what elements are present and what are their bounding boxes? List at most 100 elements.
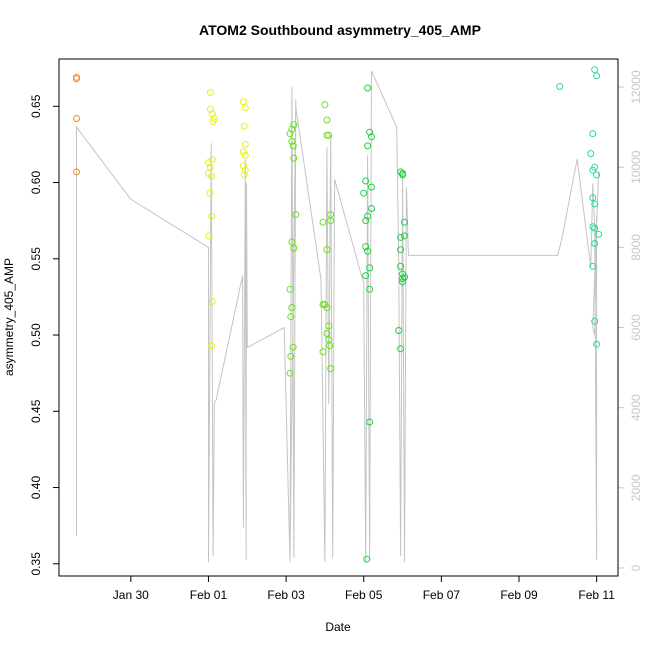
data-point xyxy=(289,343,297,351)
data-point xyxy=(325,322,333,330)
data-point xyxy=(323,116,331,124)
y-right-tick-label: 2000 xyxy=(629,474,643,501)
data-point xyxy=(593,72,601,80)
chart-title: ATOM2 Southbound asymmetry_405_AMP xyxy=(199,22,481,38)
y-left-tick-label: 0.45 xyxy=(29,399,43,423)
y-left-tick-label: 0.50 xyxy=(29,323,43,347)
data-point xyxy=(395,327,403,334)
y-right-tick-label: 0 xyxy=(629,564,643,571)
data-point xyxy=(366,128,374,136)
y-right-tick-label: 8000 xyxy=(629,234,643,261)
x-axis-label: Date xyxy=(325,620,351,634)
data-point xyxy=(319,348,327,356)
data-point xyxy=(587,150,595,158)
data-point xyxy=(399,171,407,179)
data-point xyxy=(593,340,601,348)
axes-layer: Jan 30 Feb 01 Feb 03 Feb 05 Feb 07 Feb 09 Feb … xyxy=(29,70,643,602)
data-point xyxy=(360,189,368,197)
data-point xyxy=(366,418,374,426)
x-tick-label: Feb 11 xyxy=(578,588,615,602)
data-point xyxy=(288,238,296,246)
data-point xyxy=(292,211,300,219)
data-point xyxy=(368,183,375,191)
data-point xyxy=(363,555,371,563)
data-point xyxy=(593,171,601,179)
data-point xyxy=(323,131,331,139)
data-point xyxy=(241,151,249,159)
data-point xyxy=(399,275,407,283)
data-point xyxy=(290,121,298,129)
data-point xyxy=(290,154,298,162)
y-left-tick-label: 0.35 xyxy=(29,552,43,576)
data-point xyxy=(239,162,247,170)
data-point xyxy=(362,217,370,225)
y-left-tick-label: 0.55 xyxy=(29,247,43,271)
data-point xyxy=(206,105,214,113)
data-point xyxy=(397,246,405,254)
data-point xyxy=(73,75,80,83)
series-line xyxy=(76,70,600,563)
data-point xyxy=(287,313,295,321)
data-point xyxy=(73,168,80,176)
y-right-tick-label: 4000 xyxy=(629,394,643,421)
data-point xyxy=(366,264,374,272)
data-point xyxy=(589,262,597,270)
data-point xyxy=(325,131,333,139)
data-point xyxy=(591,200,599,208)
data-point xyxy=(364,247,372,255)
plot-frame xyxy=(58,58,619,577)
data-point xyxy=(397,262,405,270)
y-left-tick-label: 0.60 xyxy=(29,171,43,195)
data-point xyxy=(591,317,599,325)
data-point xyxy=(401,273,408,281)
data-point xyxy=(321,101,329,109)
data-point xyxy=(319,301,327,308)
x-tick-label: Feb 03 xyxy=(267,588,305,602)
data-point xyxy=(362,177,370,185)
data-point xyxy=(206,163,214,171)
data-point xyxy=(208,110,216,118)
data-point xyxy=(209,118,217,125)
data-point xyxy=(401,232,408,240)
data-point xyxy=(241,140,249,148)
data-point xyxy=(397,233,405,241)
data-point xyxy=(206,189,214,197)
data-point xyxy=(239,98,247,106)
data-point xyxy=(206,89,214,97)
data-point xyxy=(364,142,372,150)
x-tick-label: Jan 30 xyxy=(113,588,149,602)
data-point xyxy=(366,285,374,293)
data-point xyxy=(591,224,599,232)
data-point xyxy=(368,205,375,212)
data-point xyxy=(289,142,297,150)
x-tick-label: Feb 09 xyxy=(500,588,538,602)
data-point xyxy=(286,130,294,138)
data-point xyxy=(399,278,407,286)
data-point xyxy=(362,243,370,251)
data-point xyxy=(205,232,213,240)
data-point xyxy=(286,369,294,377)
data-point xyxy=(327,365,335,373)
data-point xyxy=(208,212,216,220)
y-right-tick-label: 6000 xyxy=(629,314,643,341)
y-axis-label: asymmetry_405_AMP xyxy=(2,258,16,376)
data-point xyxy=(595,230,603,238)
data-point xyxy=(591,66,599,74)
data-point xyxy=(241,166,249,174)
data-point xyxy=(286,285,294,293)
data-point xyxy=(288,125,296,133)
data-point xyxy=(323,246,331,254)
data-point xyxy=(401,218,408,226)
y-left-tick-label: 0.65 xyxy=(29,94,43,118)
data-point xyxy=(589,194,597,202)
data-point xyxy=(364,212,372,220)
data-point xyxy=(208,172,216,180)
data-point xyxy=(323,330,331,337)
y-left-tick-label: 0.40 xyxy=(29,476,43,500)
data-point xyxy=(319,218,327,226)
data-point xyxy=(288,304,296,312)
data-point xyxy=(326,342,334,350)
data-point xyxy=(397,345,405,353)
data-point xyxy=(327,217,335,225)
